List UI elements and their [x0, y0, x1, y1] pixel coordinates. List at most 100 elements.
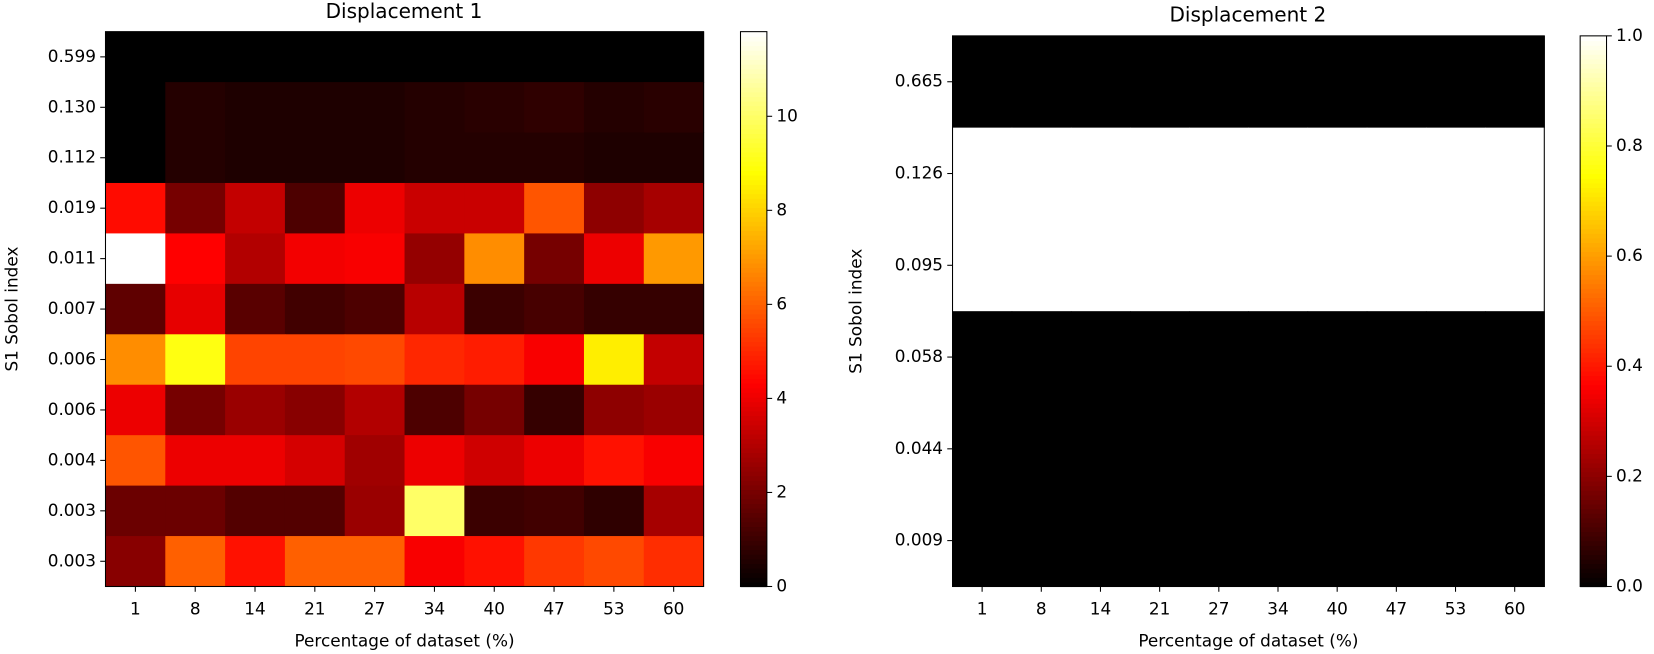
chart-title: Displacement 1 — [326, 0, 483, 23]
colorbar-strip — [1580, 123, 1607, 129]
colorbar-strip — [1580, 210, 1607, 216]
colorbar-strip — [740, 373, 767, 380]
colorbar-strip — [1580, 425, 1607, 432]
heatmap-cell — [1485, 402, 1545, 496]
x-tick-label: 53 — [603, 599, 624, 619]
heatmap-cell — [524, 485, 585, 537]
y-tick-label: 0.019 — [48, 197, 96, 217]
colorbar-strip — [740, 156, 767, 162]
heatmap-cell — [1248, 219, 1309, 312]
heatmap-cell — [105, 435, 166, 487]
colorbar-strip — [740, 447, 767, 454]
colorbar-strip — [740, 512, 767, 518]
colorbar-strip — [740, 45, 767, 51]
colorbar-strip — [1580, 421, 1607, 427]
colorbar-strip — [1580, 361, 1607, 367]
colorbar-strip — [1580, 471, 1607, 477]
x-tick-label: 34 — [1267, 599, 1288, 619]
colorbar-strip — [740, 322, 767, 329]
colorbar-strip — [1580, 554, 1607, 560]
heatmap-cell — [1011, 494, 1072, 588]
heatmap-cell — [165, 31, 226, 83]
heatmap-cell — [344, 334, 406, 386]
colorbar-strip — [1580, 54, 1607, 60]
colorbar-strip — [740, 517, 767, 523]
x-tick-label: 8 — [1036, 599, 1047, 619]
colorbar-strip — [1580, 453, 1607, 459]
colorbar-strip — [1580, 338, 1607, 344]
heatmap-cell — [165, 283, 226, 335]
colorbar-strip — [1580, 63, 1607, 69]
y-tick-label: 0.003 — [48, 550, 96, 570]
heatmap-cell — [1307, 402, 1368, 496]
heatmap-cell — [284, 233, 346, 285]
x-axis-label: Percentage of dataset (%) — [294, 630, 514, 650]
chart-title: Displacement 2 — [1169, 2, 1326, 26]
colorbar-strip — [740, 457, 767, 463]
colorbar-strip — [1580, 233, 1607, 239]
heatmap-cell — [464, 132, 525, 184]
colorbar-strip — [1580, 58, 1607, 65]
colorbar-tick-label: 0.8 — [1616, 135, 1643, 155]
colorbar-strip — [1580, 412, 1607, 418]
heatmap-cell — [105, 334, 166, 386]
colorbar-tick-label: 0 — [776, 575, 787, 595]
heatmap-cell — [105, 384, 166, 436]
y-tick-label: 0.126 — [895, 163, 943, 183]
y-tick-label: 0.599 — [48, 46, 96, 66]
colorbar-strip — [740, 110, 767, 116]
y-tick-label: 0.006 — [48, 399, 96, 419]
colorbar-strip — [740, 443, 767, 449]
colorbar-strip — [740, 77, 767, 84]
colorbar-strip — [1580, 109, 1607, 115]
heatmap-cell — [1130, 494, 1190, 588]
colorbar-strip — [740, 563, 767, 569]
colorbar-strip — [1580, 517, 1607, 523]
colorbar-strip — [740, 415, 767, 421]
heatmap-cell — [952, 127, 1013, 220]
colorbar-strip — [1580, 104, 1607, 110]
heatmap-cell — [583, 485, 645, 537]
heatmap-cell — [344, 31, 406, 83]
y-tick-label: 0.044 — [895, 438, 943, 458]
heatmap-cell — [344, 233, 406, 285]
colorbar-strip — [740, 383, 767, 389]
colorbar-strip — [740, 142, 767, 148]
colorbar-strip — [1580, 430, 1607, 436]
colorbar-strip — [740, 267, 767, 273]
colorbar-strip — [1580, 334, 1607, 340]
colorbar-strip — [1580, 40, 1607, 46]
heatmap-cell — [105, 31, 166, 83]
colorbar-strip — [1580, 435, 1607, 441]
y-tick-label: 0.058 — [895, 346, 943, 366]
colorbar-tick-label: 8 — [776, 199, 787, 219]
colorbar-strip — [740, 369, 767, 375]
heatmap-cell — [225, 334, 286, 386]
colorbar-strip — [740, 549, 767, 555]
colorbar-strip — [740, 558, 767, 565]
heatmap-cell — [583, 283, 645, 335]
heatmap-cell — [464, 536, 525, 588]
colorbar-strip — [1580, 407, 1607, 413]
heatmap-cell — [105, 132, 166, 184]
x-tick-label: 47 — [1386, 599, 1407, 619]
heatmap-cell — [1130, 219, 1190, 312]
colorbar-strip — [1580, 467, 1607, 473]
heatmap-cell — [1425, 127, 1486, 220]
x-tick-label: 1 — [977, 599, 988, 619]
heatmap-cell — [524, 182, 585, 234]
colorbar-strip — [740, 526, 767, 532]
colorbar-strip — [1580, 72, 1607, 78]
x-tick-label: 60 — [663, 599, 684, 619]
colorbar-strip — [740, 475, 767, 481]
colorbar-strip — [740, 318, 767, 324]
colorbar-strip — [740, 64, 767, 70]
heatmap-cell — [284, 485, 346, 537]
colorbar-strip — [1580, 563, 1607, 569]
y-tick-label: 0.011 — [48, 248, 96, 268]
colorbar-strip — [740, 258, 767, 264]
y-tick-label: 0.006 — [48, 349, 96, 369]
heatmap-cell — [952, 402, 1013, 496]
